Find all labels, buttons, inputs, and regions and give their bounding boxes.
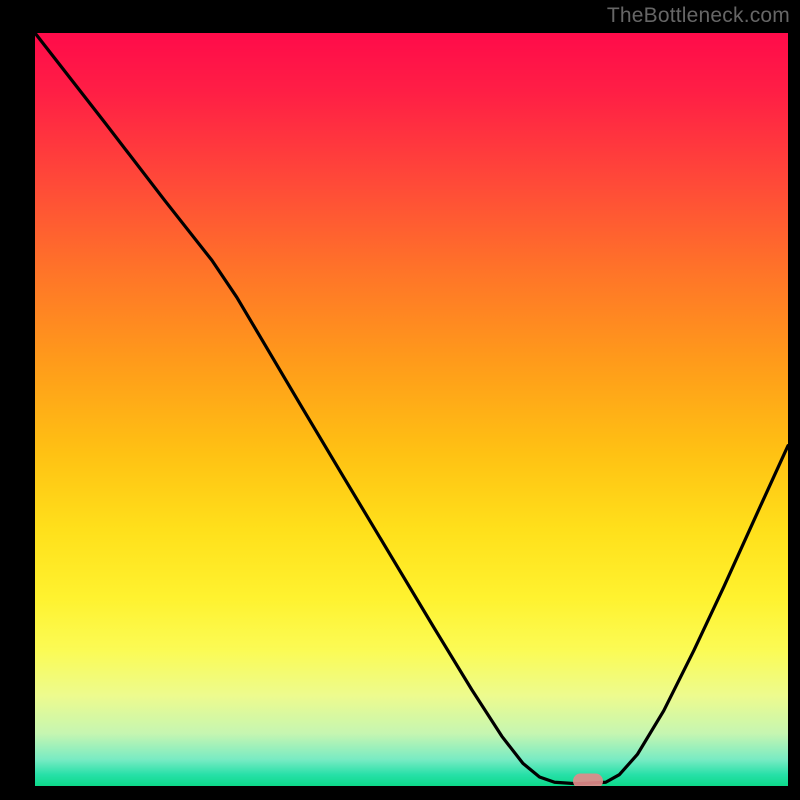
optimum-marker (573, 773, 603, 786)
v-curve-line (35, 33, 788, 786)
plot-area (35, 33, 788, 786)
watermark-text: TheBottleneck.com (607, 4, 790, 28)
chart-canvas: TheBottleneck.com (0, 0, 800, 800)
